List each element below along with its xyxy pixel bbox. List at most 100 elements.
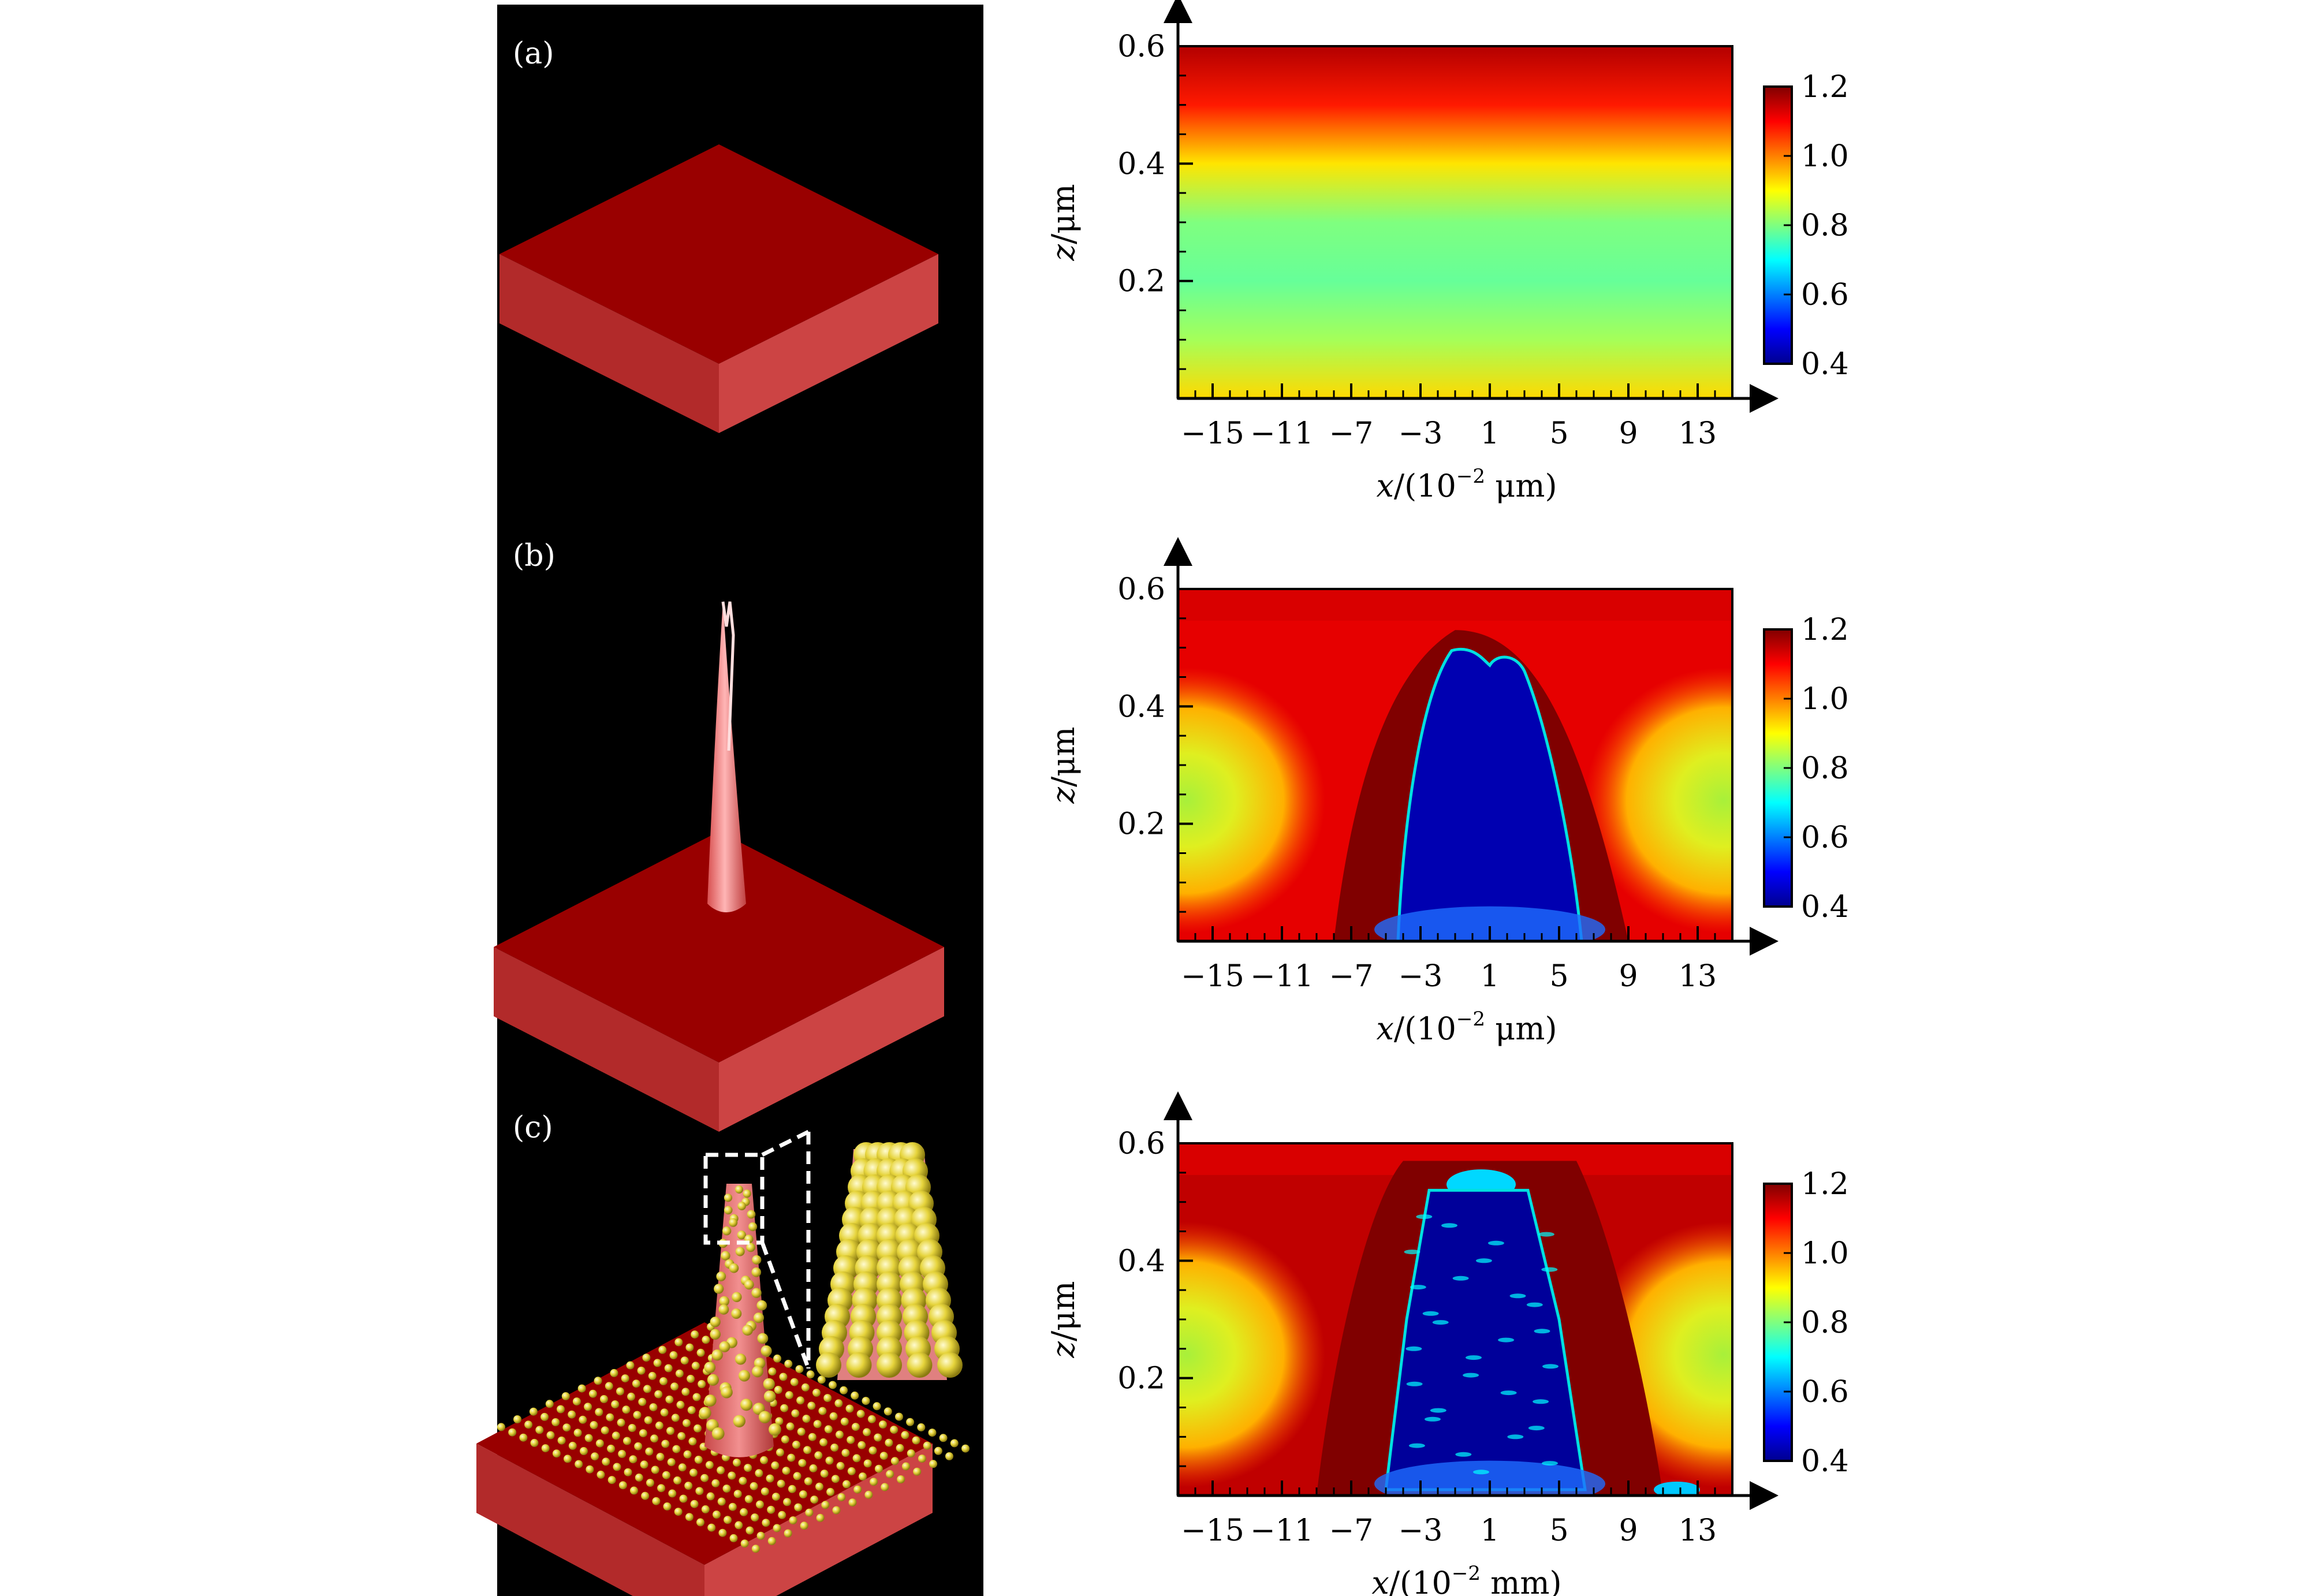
nanoparticle — [873, 1402, 881, 1411]
nanoparticle — [807, 1401, 816, 1410]
colorbar-tick-label: 0.8 — [1801, 208, 1849, 243]
x-tick-label: 9 — [1619, 1513, 1638, 1548]
nanoparticle — [766, 1474, 774, 1483]
nanoparticle — [689, 1468, 698, 1477]
nanoparticle — [798, 1459, 807, 1467]
nanoparticle — [718, 1528, 727, 1537]
nanoparticle — [722, 1226, 732, 1236]
nanoparticle — [630, 1486, 638, 1495]
nanoparticle — [810, 1496, 819, 1504]
heatmap-panel-2: −15 −11 −7 −3 1 5 9 13 0.2 0.4 0.6 x/(10−2 μm) z/μm 0… — [1045, 537, 1849, 1047]
nanoparticle — [632, 1379, 640, 1388]
nanoparticle — [779, 1373, 788, 1381]
colorbar-tick-label: 0.6 — [1801, 821, 1849, 855]
y-axis-label: z/μm — [1045, 184, 1082, 262]
x-tick-label: 5 — [1549, 959, 1568, 994]
x-tick-label: −11 — [1250, 416, 1314, 451]
nanoparticle — [633, 1411, 642, 1419]
speckle — [1528, 1426, 1545, 1431]
speckle — [1475, 1258, 1492, 1263]
nanoparticle — [829, 1412, 838, 1420]
nanoparticle — [688, 1437, 697, 1446]
nanoparticle — [657, 1484, 666, 1493]
speckle — [1533, 1399, 1549, 1404]
nanoparticle — [700, 1474, 709, 1482]
colorbar-tick-label: 1.2 — [1801, 613, 1849, 647]
nanoparticle — [752, 1366, 763, 1378]
nanoparticle — [621, 1374, 629, 1383]
speckle — [1422, 1311, 1439, 1316]
nanoparticle — [731, 1308, 742, 1319]
nanoparticle — [847, 1435, 855, 1444]
heatmap-field — [1178, 589, 1732, 941]
nanoparticle — [656, 1453, 665, 1461]
slab-right-face — [719, 947, 944, 1132]
nanoparticle — [797, 1427, 806, 1436]
nanoparticle — [840, 1418, 849, 1426]
inset-nanoparticle — [937, 1352, 963, 1378]
nanoparticle — [800, 1522, 808, 1530]
nanoparticle — [733, 1459, 741, 1467]
nanoparticle — [760, 1345, 772, 1357]
nanoparticle — [580, 1447, 588, 1455]
nanoparticle — [653, 1359, 662, 1367]
nanoparticle — [795, 1365, 804, 1374]
nanoparticle — [751, 1545, 760, 1553]
nanoparticle — [750, 1482, 758, 1490]
nanoparticle — [781, 1435, 789, 1444]
nanoparticle — [573, 1429, 582, 1437]
nanoparticle — [939, 1434, 948, 1442]
x-tick-label: 13 — [1679, 959, 1717, 994]
colorbar-tick-label: 1.0 — [1801, 682, 1849, 717]
nanoparticle — [600, 1395, 608, 1403]
nanoparticle — [664, 1364, 673, 1373]
x-tick-label: −3 — [1399, 959, 1443, 994]
nanoparticle — [596, 1470, 605, 1479]
nanoparticle — [654, 1390, 663, 1399]
nanoparticle — [557, 1405, 565, 1414]
nanoparticle — [848, 1498, 857, 1507]
colorbar-tick-label: 0.6 — [1801, 1375, 1849, 1409]
nanoparticle — [637, 1366, 646, 1375]
nanoparticle — [666, 1427, 674, 1435]
x-axis-label: x/(10−2 mm) — [1371, 1562, 1561, 1596]
nanoparticle — [814, 1451, 823, 1460]
nanoparticle — [785, 1391, 793, 1400]
nanoparticle — [804, 1477, 812, 1486]
nanoparticle — [674, 1338, 683, 1347]
nanoparticle — [840, 1386, 848, 1394]
nanoparticle — [617, 1418, 625, 1427]
nanoparticle — [672, 1445, 681, 1453]
nanoparticle — [823, 1394, 832, 1403]
nanoparticle — [649, 1403, 658, 1412]
nanoparticle — [717, 1466, 725, 1475]
nanoparticle — [817, 1375, 826, 1384]
nanoparticle — [710, 1329, 721, 1340]
nanoparticle — [561, 1392, 570, 1400]
nanoparticle — [742, 1325, 753, 1336]
nanoparticle — [862, 1397, 870, 1405]
heatmap-panel-3: −15 −11 −7 −3 1 5 9 13 0.2 0.4 0.6 x/(10−2 mm) z/μm 0… — [1045, 1091, 1849, 1596]
slab-left-face — [494, 947, 719, 1132]
nanoparticle — [634, 1442, 643, 1450]
nanoparticle — [655, 1421, 663, 1430]
inset-nanoparticle — [877, 1352, 902, 1378]
side-lobe-left — [1178, 668, 1325, 933]
nanoparticle — [826, 1487, 835, 1496]
y-tick-label: 0.6 — [1117, 572, 1165, 607]
nanoparticle — [752, 1255, 762, 1265]
nanoparticle — [820, 1470, 829, 1478]
nanoparticle — [756, 1531, 765, 1540]
nanoparticle — [859, 1472, 867, 1481]
nanoparticle — [897, 1475, 905, 1483]
nanoparticle — [695, 1487, 704, 1496]
nanoparticle — [623, 1437, 631, 1445]
nanoparticle — [760, 1456, 769, 1464]
nanoparticle — [662, 1471, 670, 1479]
nanoparticle — [760, 1487, 769, 1496]
nanoparticle — [644, 1416, 653, 1425]
speckle — [1526, 1302, 1543, 1307]
nanoparticle — [638, 1397, 647, 1406]
nanoparticle — [739, 1476, 747, 1485]
top-band — [1178, 589, 1732, 621]
